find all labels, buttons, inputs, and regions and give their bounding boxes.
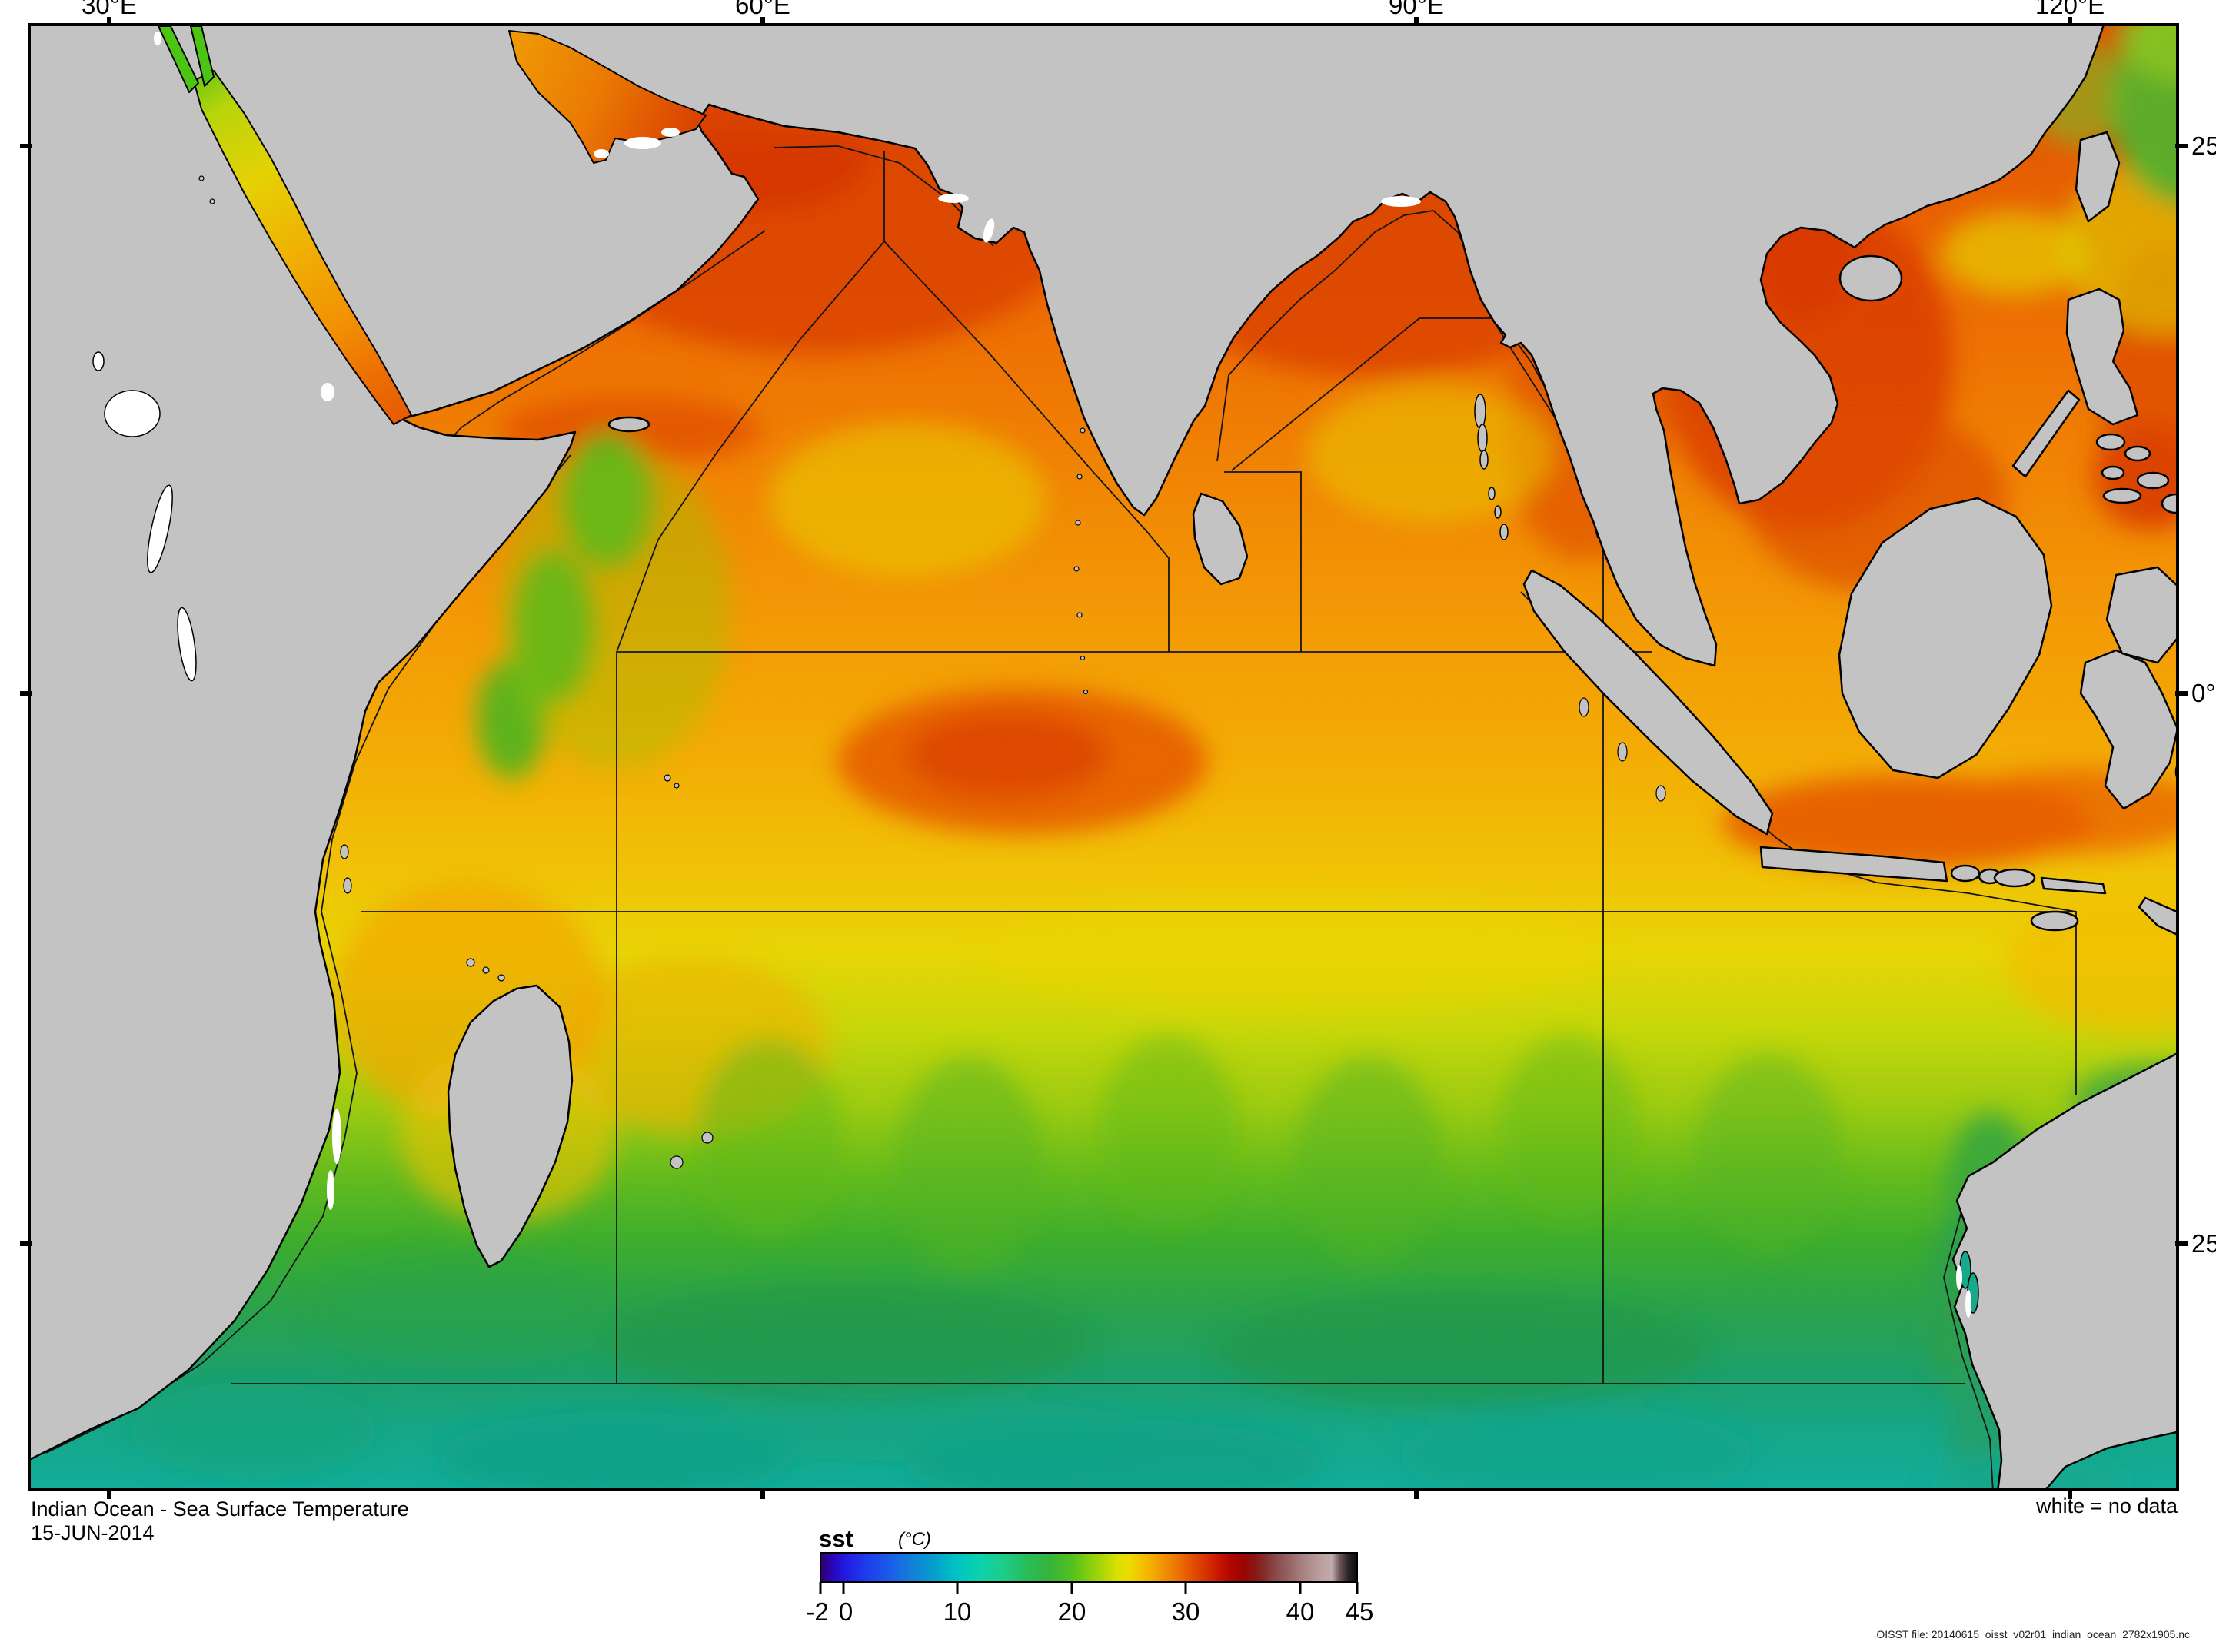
island-sumba <box>2030 910 2079 932</box>
map-canvas <box>30 25 2208 1489</box>
map-date: 15-JUN-2014 <box>31 1521 155 1544</box>
lake-tanganyika <box>147 484 173 573</box>
island-hainan <box>1838 254 1903 302</box>
island-socotra <box>607 416 650 433</box>
cb-label-20: 20 <box>1058 1597 1086 1626</box>
islands-andaman-nicobar <box>1474 394 1509 540</box>
colorbar-variable-label: sst <box>819 1525 853 1552</box>
island-taiwan <box>2075 131 2121 223</box>
red-sea <box>193 70 412 425</box>
lat-label-25s: 25° <box>2191 1229 2216 1258</box>
island-borneo <box>1838 497 2053 779</box>
no-data-note: white = no data <box>2035 1494 2178 1517</box>
island-sumbawa <box>1993 868 2036 888</box>
cb-label-neg2: -2 <box>806 1597 828 1626</box>
colorbar-gradient-bar <box>820 1552 1358 1583</box>
island-moluccas <box>2184 703 2208 743</box>
lake-malawi <box>177 607 197 682</box>
axis-ticks <box>20 17 2188 1499</box>
island-sumatra <box>1522 569 1774 836</box>
island-sri-lanka <box>1192 492 1249 586</box>
lon-label-30e: 30°E <box>82 0 137 19</box>
island-sulawesi <box>2079 649 2177 810</box>
lat-label-0: 0° <box>2191 679 2216 707</box>
island-flores <box>2040 876 2107 895</box>
colorbar-ticks <box>819 1582 1359 1594</box>
cb-label-30: 30 <box>1172 1597 1200 1626</box>
map-title: Indian Ocean - Sea Surface Temperature <box>31 1497 409 1521</box>
land-africa-eurasia <box>30 25 2105 1461</box>
island-java <box>1759 846 1948 883</box>
cb-label-40: 40 <box>1286 1597 1315 1626</box>
cb-label-10: 10 <box>943 1597 972 1626</box>
islands-small <box>198 175 1666 1169</box>
cb-label-0: 0 <box>839 1597 853 1626</box>
lat-label-25n: 25° <box>2191 131 2216 160</box>
lake-victoria <box>104 390 161 437</box>
no-data-patches <box>92 32 1971 1318</box>
island-palawan <box>2011 389 2081 478</box>
colorbar-tick-labels: -2 0 10 20 30 40 45 <box>806 1597 1373 1626</box>
land-australia <box>1951 1052 2177 1489</box>
lon-label-60e: 60°E <box>735 0 790 19</box>
island-luzon <box>2065 288 2139 426</box>
cb-label-45: 45 <box>1346 1597 1374 1626</box>
island-madagascar <box>447 984 574 1268</box>
island-bali <box>1950 864 1981 883</box>
lon-label-90e: 90°E <box>1389 0 1444 19</box>
island-mindanao <box>2105 566 2177 664</box>
land-masses <box>30 25 2208 1489</box>
map-border <box>28 23 2179 1491</box>
latitude-axis: 25° 0° 25° <box>2191 131 2216 1258</box>
colorbar: sst (°C) -2 0 10 20 30 40 45 <box>806 1525 1373 1626</box>
colorbar-units-label: (°C) <box>898 1529 931 1550</box>
longitude-axis: 30°E 60°E 90°E 120°E <box>82 0 2105 19</box>
island-timor <box>2138 896 2177 936</box>
sst-feature-blobs <box>131 25 2177 1489</box>
source-file-note: OISST file: 20140615_oisst_v02r01_indian… <box>1876 1628 2190 1640</box>
lon-label-120e: 120°E <box>2035 0 2105 19</box>
